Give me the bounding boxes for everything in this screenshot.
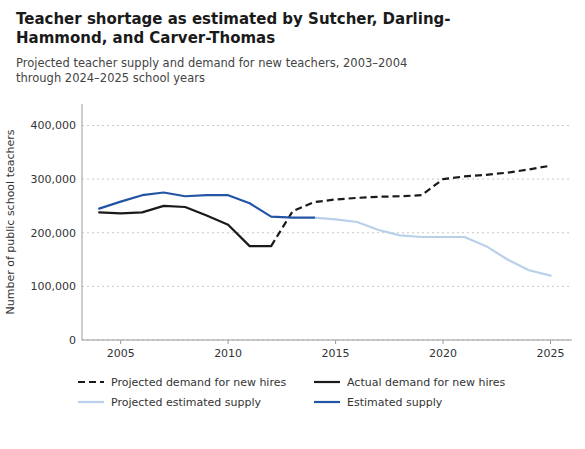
grid-line	[82, 286, 572, 287]
x-tick-label: 2015	[322, 347, 350, 360]
y-axis	[82, 104, 83, 340]
x-tick-label: 2020	[429, 347, 457, 360]
text-line: Hammond, and Carver-Thomas	[16, 29, 275, 47]
legend-label: Projected demand for new hires	[111, 376, 286, 389]
text-line: through 2024–2025 school years	[16, 71, 205, 85]
series-line	[314, 218, 550, 276]
series-line	[271, 166, 550, 246]
y-tick-label: 100,000	[31, 280, 77, 293]
grid-line	[82, 340, 572, 341]
x-axis	[82, 340, 572, 341]
x-tick	[443, 340, 444, 344]
legend: Projected demand for new hires Projected …	[78, 376, 506, 409]
legend-swatch	[314, 381, 340, 383]
y-tick-label: 400,000	[31, 119, 77, 132]
grid	[82, 125, 572, 340]
y-tick-label: 200,000	[31, 227, 77, 240]
x-tick	[335, 340, 336, 344]
series-line	[99, 193, 314, 218]
x-tick	[120, 340, 121, 344]
grid-line	[82, 232, 572, 233]
y-axis-label: Number of public school teachers	[4, 129, 17, 314]
x-tick-label: 2025	[537, 347, 565, 360]
grid-line	[82, 125, 572, 126]
series-line	[99, 206, 271, 246]
x-tick-label: 2005	[107, 347, 135, 360]
legend-label: Estimated supply	[347, 396, 443, 409]
series-group	[99, 166, 550, 276]
text-line: Teacher shortage as estimated by Sutcher…	[16, 10, 451, 28]
y-tick-label: 0	[69, 334, 76, 347]
title: Teacher shortage as estimated by Sutcher…	[16, 10, 451, 47]
x-tick-label: 2010	[214, 347, 242, 360]
chart: Teacher shortage as estimated by Sutcher…	[0, 0, 585, 449]
text-line: Projected teacher supply and demand for …	[16, 56, 407, 70]
legend-swatch	[314, 401, 340, 403]
x-tick	[550, 340, 551, 344]
subtitle: Projected teacher supply and demand for …	[16, 56, 407, 85]
legend-label: Actual demand for new hires	[347, 376, 506, 389]
legend-swatch	[78, 401, 104, 403]
x-tick	[228, 340, 229, 344]
grid-line	[82, 179, 572, 180]
legend-label: Projected estimated supply	[111, 396, 261, 409]
y-tick-label: 300,000	[31, 173, 77, 186]
legend-swatch	[78, 381, 104, 383]
